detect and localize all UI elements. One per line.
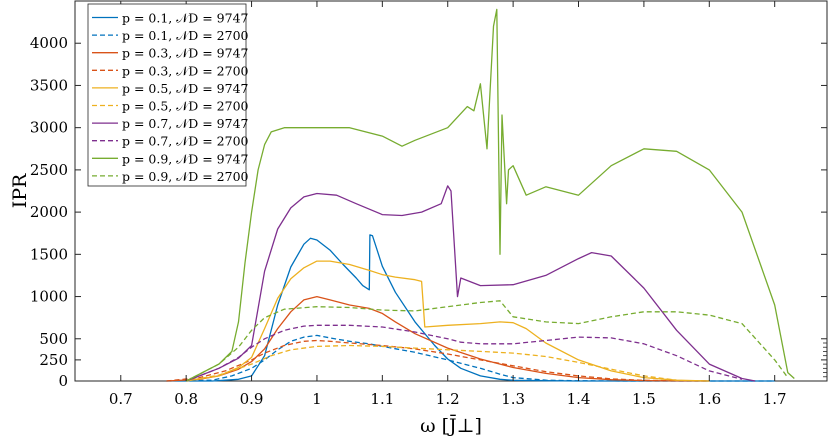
- y-tick-label: 3000: [30, 119, 68, 137]
- series-line-6: [186, 344, 677, 382]
- x-tick-label: 1.7: [763, 390, 787, 408]
- legend-label: p = 0.5, 𝒩D = 2700: [122, 99, 249, 114]
- series-line-4: [166, 339, 710, 382]
- x-tick-label: 0.7: [109, 390, 133, 408]
- y-tick-label: 250: [39, 351, 68, 369]
- y-tick-label: 0: [58, 372, 68, 390]
- y-tick-label: 1000: [30, 288, 68, 306]
- x-axis-label: ω [J̄⊥]: [420, 414, 482, 437]
- legend: p = 0.1, 𝒩D = 9747 p = 0.1, 𝒩D = 2700 p = …: [87, 3, 249, 187]
- y-tick-label: 4000: [30, 34, 68, 52]
- y-tick-label: 3500: [30, 76, 68, 94]
- axis-layer: 0.7 0.8 0.9 1 1.1 1.2 1.3 1.4 1.5 1.6 1.7 0 250 500 10…: [30, 1, 827, 408]
- legend-label: p = 0.9, 𝒩D = 2700: [122, 169, 249, 184]
- legend-box: [87, 3, 247, 187]
- series-line-9: [185, 8, 795, 382]
- x-tick-label: 1.1: [370, 390, 394, 408]
- series-line-5: [186, 260, 710, 382]
- y-tick-label: 500: [39, 330, 68, 348]
- series-line-7: [185, 185, 756, 382]
- x-tick-label: 1.3: [501, 390, 525, 408]
- x-tick-label: 0.9: [240, 390, 264, 408]
- legend-label: p = 0.3, 𝒩D = 9747: [122, 46, 249, 61]
- series-line-8: [185, 324, 743, 382]
- series-line-1: [166, 234, 775, 382]
- series-line-2: [166, 334, 775, 382]
- y-axis-label: IPR: [9, 173, 31, 208]
- x-tick-label: 0.8: [174, 390, 198, 408]
- legend-label: p = 0.7, 𝒩D = 2700: [122, 134, 249, 149]
- legend-label: p = 0.1, 𝒩D = 2700: [122, 28, 249, 43]
- y-tick-label: 2500: [30, 161, 68, 179]
- legend-label: p = 0.5, 𝒩D = 9747: [122, 81, 249, 96]
- legend-label: p = 0.9, 𝒩D = 9747: [122, 151, 249, 166]
- series-line-10: [185, 300, 789, 382]
- x-tick-label: 1: [312, 390, 322, 408]
- x-tick-label: 1.6: [697, 390, 721, 408]
- legend-label: p = 0.1, 𝒩D = 9747: [122, 11, 249, 26]
- series-layer: [166, 8, 795, 382]
- x-tick-label: 1.4: [567, 390, 591, 408]
- y-tick-label: 2000: [30, 203, 68, 221]
- y-tick-label: 1500: [30, 245, 68, 263]
- x-tick-label: 1.2: [436, 390, 460, 408]
- legend-label: p = 0.7, 𝒩D = 9747: [122, 116, 249, 131]
- x-tick-label: 1.5: [632, 390, 656, 408]
- legend-label: p = 0.3, 𝒩D = 2700: [122, 63, 249, 78]
